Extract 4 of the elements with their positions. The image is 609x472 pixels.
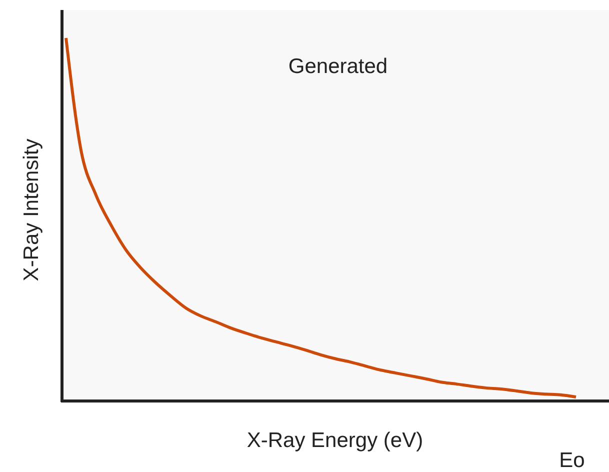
text: Eo [559, 449, 585, 472]
text: Generated [288, 55, 388, 78]
y-axis-title: X-Ray Intensity [20, 138, 43, 282]
x-axis-title: X-Ray Energy (eV) [246, 429, 424, 452]
